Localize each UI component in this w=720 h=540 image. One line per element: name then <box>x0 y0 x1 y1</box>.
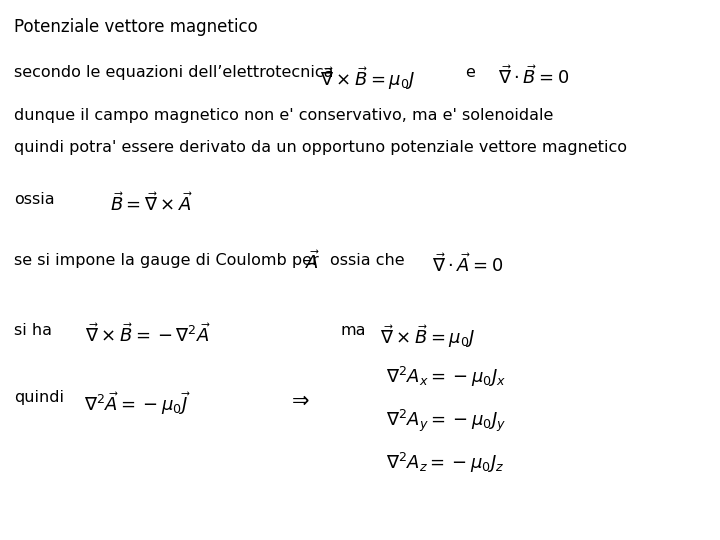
Text: $\nabla^2 A_y = -\mu_0 J_y$: $\nabla^2 A_y = -\mu_0 J_y$ <box>386 408 506 434</box>
Text: $\vec{\nabla} \cdot \vec{A} = 0$: $\vec{\nabla} \cdot \vec{A} = 0$ <box>432 253 503 276</box>
Text: $\vec{A}$: $\vec{A}$ <box>305 250 320 273</box>
Text: secondo le equazioni dell’elettrotecnica: secondo le equazioni dell’elettrotecnica <box>14 65 333 80</box>
Text: quindi: quindi <box>14 390 64 405</box>
Text: $\vec{\nabla} \times \vec{B} = -\nabla^2 \vec{A}$: $\vec{\nabla} \times \vec{B} = -\nabla^2… <box>85 323 210 346</box>
Text: $\nabla^2 \vec{A} = -\mu_0 \vec{J}$: $\nabla^2 \vec{A} = -\mu_0 \vec{J}$ <box>84 390 191 417</box>
Text: $\vec{B} = \vec{\nabla} \times \vec{A}$: $\vec{B} = \vec{\nabla} \times \vec{A}$ <box>110 192 193 215</box>
Text: $\vec{\nabla} \times \vec{B} = \mu_0 J$: $\vec{\nabla} \times \vec{B} = \mu_0 J$ <box>320 65 415 92</box>
Text: dunque il campo magnetico non e' conservativo, ma e' solenoidale: dunque il campo magnetico non e' conserv… <box>14 108 554 123</box>
Text: $\vec{\nabla} \cdot \vec{B} = 0$: $\vec{\nabla} \cdot \vec{B} = 0$ <box>498 65 570 88</box>
Text: se si impone la gauge di Coulomb per: se si impone la gauge di Coulomb per <box>14 253 319 268</box>
Text: ma: ma <box>340 323 366 338</box>
Text: si ha: si ha <box>14 323 52 338</box>
Text: ossia: ossia <box>14 192 55 207</box>
Text: e: e <box>465 65 475 80</box>
Text: Potenziale vettore magnetico: Potenziale vettore magnetico <box>14 18 258 36</box>
Text: $\nabla^2 A_z = -\mu_0 J_z$: $\nabla^2 A_z = -\mu_0 J_z$ <box>386 451 505 475</box>
Text: $\nabla^2 A_x = -\mu_0 J_x$: $\nabla^2 A_x = -\mu_0 J_x$ <box>386 365 506 389</box>
Text: $\vec{\nabla} \times \vec{B} = \mu_0 J$: $\vec{\nabla} \times \vec{B} = \mu_0 J$ <box>380 323 475 350</box>
Text: quindi potra' essere derivato da un opportuno potenziale vettore magnetico: quindi potra' essere derivato da un oppo… <box>14 140 627 155</box>
Text: $\Rightarrow$: $\Rightarrow$ <box>287 390 310 410</box>
Text: ossia che: ossia che <box>330 253 405 268</box>
